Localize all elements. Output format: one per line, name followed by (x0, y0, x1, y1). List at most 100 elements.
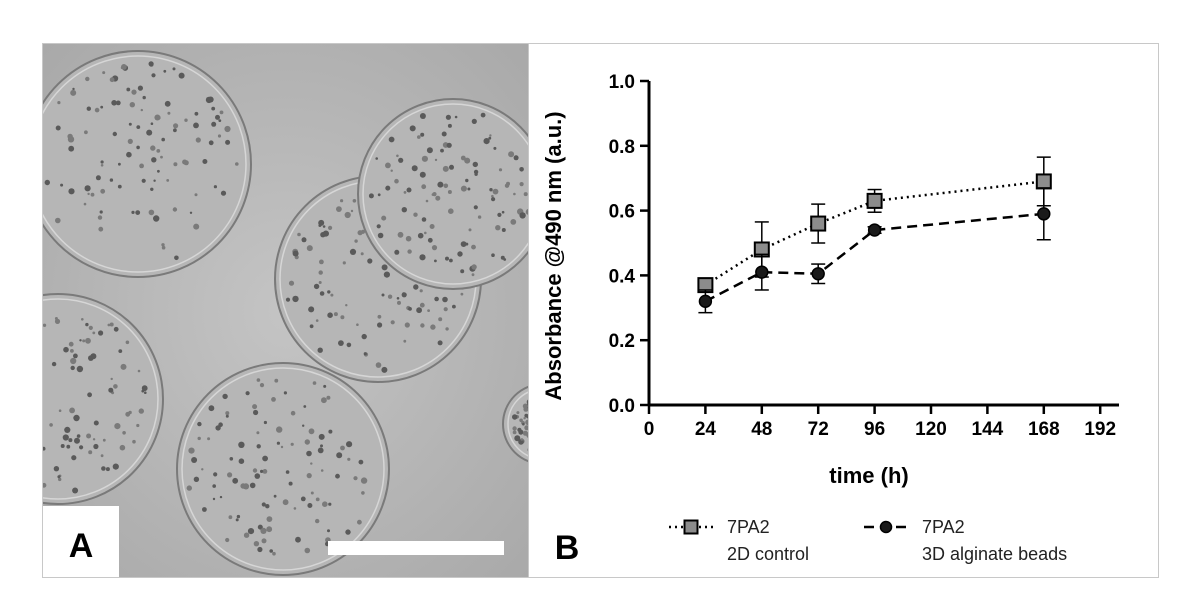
cell (397, 300, 401, 305)
cell (117, 184, 122, 189)
cell (445, 327, 449, 331)
data-point (810, 215, 827, 232)
cell (344, 211, 351, 219)
cell (503, 258, 507, 261)
cell (375, 362, 382, 368)
cell (114, 423, 121, 430)
cell (322, 501, 328, 508)
cell (194, 193, 198, 197)
y-tick-label: 1.0 (609, 72, 635, 93)
cell (396, 297, 400, 300)
cell (85, 337, 91, 344)
cell (73, 353, 78, 359)
cell (328, 502, 332, 506)
x-tick-label: 144 (972, 419, 1004, 440)
cell (381, 366, 388, 373)
cell (51, 361, 57, 367)
microscopy-image: A (43, 44, 528, 577)
cell (292, 295, 299, 303)
cell (202, 507, 207, 512)
cell (68, 145, 75, 152)
cell (256, 378, 261, 382)
cell (43, 482, 47, 488)
cell (224, 125, 231, 133)
cell (308, 428, 315, 435)
cell (137, 369, 141, 373)
x-tick-label: 192 (1084, 419, 1116, 440)
cell (68, 188, 75, 195)
cell (435, 195, 441, 201)
cell (173, 162, 178, 167)
cell (95, 175, 101, 181)
data-point (866, 192, 883, 209)
cell (457, 251, 463, 257)
cell (93, 443, 99, 450)
cell (413, 212, 418, 217)
cell (213, 472, 218, 477)
cell (460, 241, 467, 248)
cell (283, 391, 287, 395)
cell (361, 491, 365, 495)
cell (336, 206, 342, 213)
cell (76, 434, 81, 438)
cell (424, 231, 427, 235)
cell (421, 155, 428, 162)
cell (166, 179, 170, 182)
cell (350, 209, 354, 213)
cell (252, 468, 258, 473)
cell (300, 496, 306, 502)
cell (516, 411, 520, 415)
cell (276, 441, 280, 445)
cell (88, 355, 94, 361)
cell (440, 148, 444, 153)
data-point (1035, 173, 1052, 190)
data-point (1037, 207, 1051, 221)
cell (262, 455, 268, 462)
cell (513, 192, 516, 196)
bead (176, 362, 390, 576)
cell (306, 450, 312, 457)
cell (293, 507, 297, 510)
cell (501, 210, 505, 214)
cell (501, 228, 506, 232)
cell (150, 145, 156, 151)
cell (381, 215, 387, 221)
cell (480, 112, 486, 118)
cell (377, 314, 382, 319)
legend-marker (683, 519, 699, 535)
cell (70, 349, 74, 353)
cell (471, 244, 476, 250)
cell (319, 259, 324, 265)
cell (271, 397, 276, 402)
cell (257, 546, 263, 553)
cell (315, 319, 319, 322)
cell (54, 318, 61, 324)
cell (361, 333, 367, 340)
data-point (755, 265, 769, 279)
cell (408, 307, 412, 311)
cell (73, 414, 80, 422)
cell (498, 168, 503, 172)
cell (420, 323, 425, 328)
cell (252, 404, 258, 410)
cell (212, 484, 216, 488)
cell (429, 224, 435, 229)
cell (240, 483, 246, 489)
cell (68, 341, 74, 347)
cell (163, 69, 167, 73)
cell (238, 458, 245, 465)
cell (120, 363, 127, 370)
cell (220, 190, 227, 196)
cell (525, 419, 528, 426)
cell (489, 134, 492, 137)
cell (260, 469, 264, 473)
cell (304, 439, 310, 445)
cell (310, 462, 313, 465)
cell (320, 469, 324, 472)
cell (491, 197, 496, 202)
cell (153, 179, 156, 182)
cell (201, 468, 204, 471)
y-tick-label: 0.2 (609, 331, 635, 352)
cell (512, 426, 517, 431)
cell (303, 405, 307, 408)
